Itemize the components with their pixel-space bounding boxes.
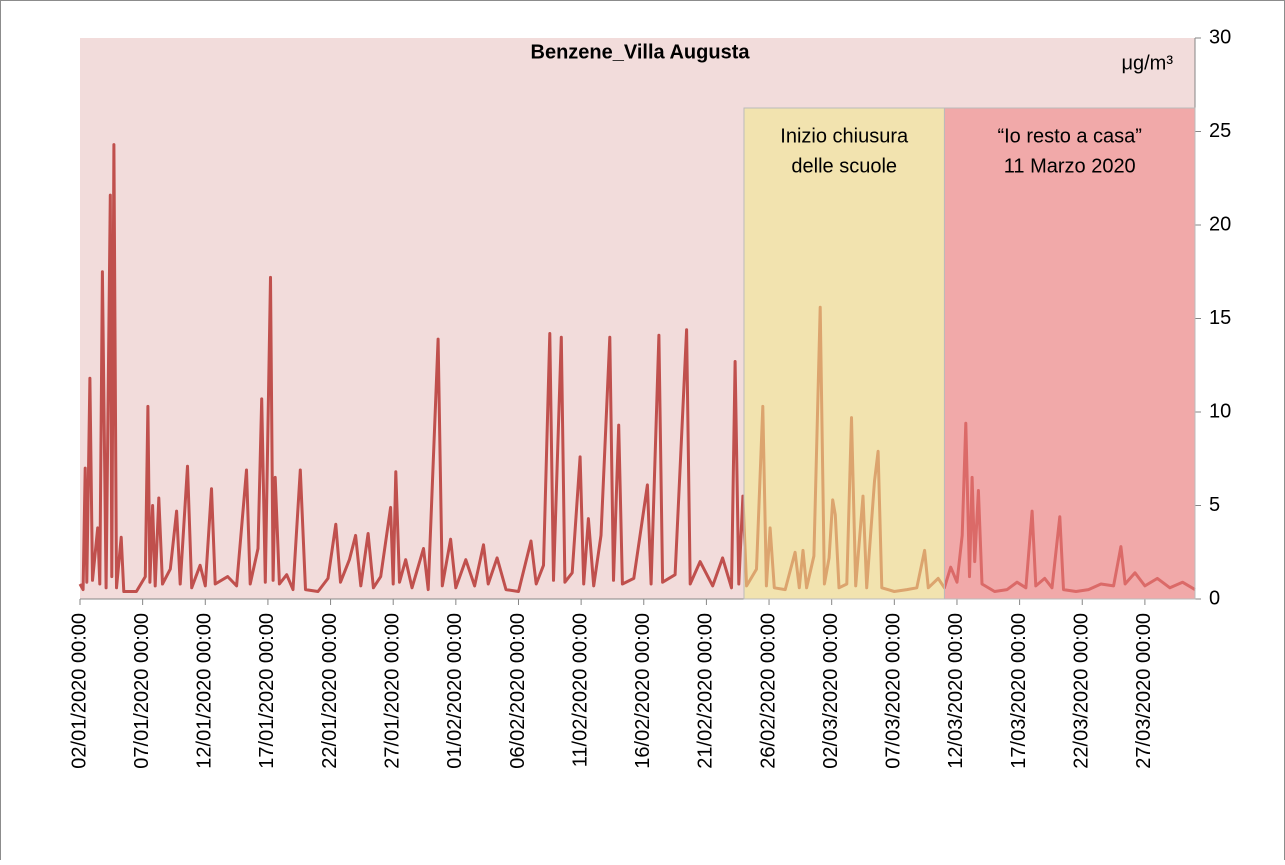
y-tick-label: 30 [1209,26,1231,48]
region-label: “Io resto a casa” [997,125,1142,147]
x-tick-label: 07/01/2020 00:00 [131,613,153,769]
y-axis-label: μg/m³ [1121,52,1173,74]
period-region [943,107,1196,600]
x-tick-label: 27/03/2020 00:00 [1133,613,1155,769]
region-label: delle scuole [791,155,897,177]
x-tick-label: 17/01/2020 00:00 [256,613,278,769]
y-tick-label: 10 [1209,400,1231,422]
region-label: 11 Marzo 2020 [1004,155,1136,177]
x-tick-label: 21/02/2020 00:00 [695,613,717,769]
y-tick-label: 15 [1209,307,1231,329]
region-label: Inizio chiusura [780,125,909,147]
x-tick-label: 12/01/2020 00:00 [194,613,216,769]
x-tick-label: 01/02/2020 00:00 [444,613,466,769]
x-tick-label: 16/02/2020 00:00 [632,613,654,769]
chart-title: Benzene_Villa Augusta [531,41,751,63]
y-tick-label: 20 [1209,213,1231,235]
x-tick-label: 22/03/2020 00:00 [1071,613,1093,769]
x-tick-label: 26/02/2020 00:00 [757,613,779,769]
x-tick-label: 12/03/2020 00:00 [945,613,967,769]
x-tick-label: 22/01/2020 00:00 [319,613,341,769]
x-tick-label: 07/03/2020 00:00 [883,613,905,769]
x-tick-label: 27/01/2020 00:00 [381,613,403,769]
y-tick-label: 5 [1209,494,1220,516]
x-tick-label: 02/01/2020 00:00 [68,613,90,769]
x-tick-label: 17/03/2020 00:00 [1008,613,1030,769]
y-tick-label: 0 [1209,587,1220,609]
x-tick-label: 11/02/2020 00:00 [569,613,591,767]
y-tick-label: 25 [1209,120,1231,142]
x-tick-label: 02/03/2020 00:00 [820,613,842,769]
period-region [743,107,945,600]
x-tick-label: 06/02/2020 00:00 [507,613,529,769]
